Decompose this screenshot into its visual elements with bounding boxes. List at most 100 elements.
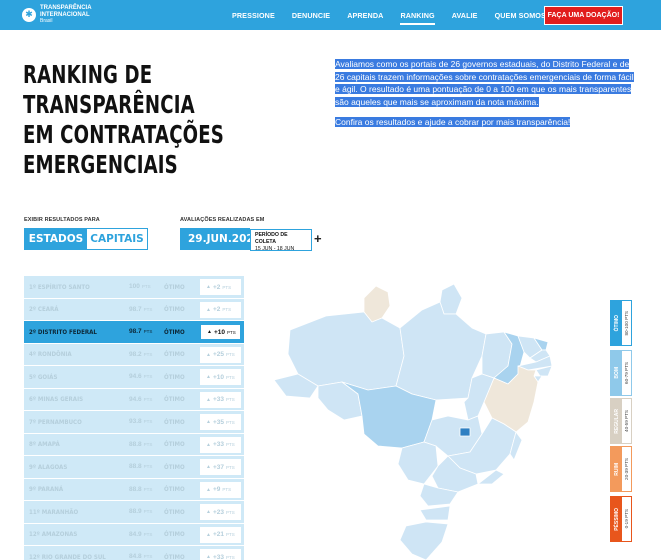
- state-name: 12º AMAZONAS: [29, 530, 78, 539]
- ranking-row[interactable]: 12º AMAZONAS 84.9 PTS ÓTIMO ▲ +21 PTS: [24, 524, 244, 546]
- ranking-row[interactable]: 12º RIO GRANDE DO SUL 84.8 PTS ÓTIMO ▲ +33 PTS: [24, 546, 244, 560]
- collection-period-box: PERÍODO DE COLETA 15 JUN - 18 JUN: [250, 229, 312, 252]
- nav-link-aprenda[interactable]: APRENDA: [347, 10, 384, 20]
- state-name: 5º GOIÁS: [29, 372, 58, 381]
- map-state-distrito-federal[interactable]: [459, 427, 471, 437]
- state-class: ÓTIMO: [164, 462, 185, 471]
- state-score: 88.8 PTS: [129, 463, 153, 471]
- state-class: ÓTIMO: [164, 372, 185, 381]
- ranking-row[interactable]: 9º ALAGOAS 88.8 PTS ÓTIMO ▲ +37 PTS: [24, 456, 244, 479]
- legend-color: REGULAR: [611, 399, 622, 443]
- legend-item[interactable]: PÉSSIMO 0-19 PTS: [610, 496, 632, 542]
- ranking-row[interactable]: 2º DISTRITO FEDERAL 98.7 PTS ÓTIMO ▲ +10 PTS: [24, 321, 244, 344]
- arrow-up-icon: ▲: [206, 374, 211, 380]
- map-state-parana[interactable]: [419, 483, 459, 507]
- arrow-up-icon: ▲: [206, 554, 211, 560]
- ranking-row[interactable]: 2º CEARÁ 98.7 PTS ÓTIMO ▲ +2 PTS: [24, 299, 244, 321]
- map-state-rio-grande-do-sul[interactable]: [399, 521, 449, 560]
- state-score: 94.6 PTS: [129, 373, 153, 381]
- ranking-row[interactable]: 7º PERNAMBUCO 93.8 PTS ÓTIMO ▲ +35 PTS: [24, 411, 244, 434]
- map-state-rio-de-janeiro[interactable]: [477, 469, 505, 485]
- state-name: 7º PERNAMBUCO: [29, 417, 82, 426]
- arrow-up-icon: ▲: [206, 419, 211, 425]
- state-name: 11º MARANHÃO: [29, 507, 79, 516]
- legend-item[interactable]: RUIM 20-39 PTS: [610, 446, 632, 492]
- ranking-row[interactable]: 6º MINAS GERAIS 94.6 PTS ÓTIMO ▲ +33 PTS: [24, 389, 244, 411]
- state-score: 88.9 PTS: [129, 508, 153, 516]
- legend-item[interactable]: REGULAR 40-59 PTS: [610, 398, 632, 444]
- legend-label: RUIM: [613, 462, 620, 476]
- ranking-list[interactable]: 1º ESPÍRITO SANTO 100 PTS ÓTIMO ▲ +2 PTS 2º CEA…: [24, 276, 244, 560]
- state-class: ÓTIMO: [164, 552, 185, 560]
- state-class: ÓTIMO: [164, 530, 185, 539]
- state-class: ÓTIMO: [164, 395, 185, 404]
- map-state-paraiba[interactable]: [529, 349, 551, 363]
- legend-label: PÉSSIMO: [613, 507, 620, 531]
- map-state-santa-catarina[interactable]: [419, 505, 451, 521]
- state-class: ÓTIMO: [164, 417, 185, 426]
- legend-color: BOM: [611, 351, 622, 395]
- map-state-espirito-santo[interactable]: [509, 431, 523, 461]
- score-change: ▲ +37 PTS: [200, 459, 241, 475]
- arrow-up-icon: ▲: [206, 531, 211, 538]
- state-name: 12º RIO GRANDE DO SUL: [29, 552, 106, 560]
- ranking-row[interactable]: 5º GOIÁS 94.6 PTS ÓTIMO ▲ +10 PTS: [24, 366, 244, 389]
- score-change: ▲ +2 PTS: [200, 279, 241, 295]
- state-class: ÓTIMO: [164, 485, 185, 494]
- donate-button[interactable]: FAÇA UMA DOAÇÃO!: [544, 6, 623, 25]
- nav-link-ranking[interactable]: RANKING: [400, 10, 435, 25]
- legend-item[interactable]: BOM 60-79 PTS: [610, 350, 632, 396]
- score-change: ▲ +10 PTS: [200, 324, 241, 340]
- legend-label: ÓTIMO: [613, 314, 620, 332]
- map-state-acre[interactable]: [273, 373, 319, 399]
- arrow-up-icon: ▲: [207, 329, 212, 335]
- state-name: 4º RONDÔNIA: [29, 350, 72, 359]
- toggle-capitais[interactable]: CAPITAIS: [87, 229, 147, 249]
- results-toggle: ESTADOS CAPITAIS: [24, 228, 148, 250]
- state-name: 9º PARANÁ: [29, 485, 64, 494]
- state-score: 98.7 PTS: [129, 328, 153, 336]
- toggle-estados[interactable]: ESTADOS: [25, 229, 87, 249]
- logo-line-3: Brasil: [40, 18, 53, 24]
- state-name: 6º MINAS GERAIS: [29, 395, 84, 404]
- legend-color: ÓTIMO: [611, 301, 622, 345]
- ranking-row[interactable]: 9º PARANÁ 88.8 PTS ÓTIMO ▲ +9 PTS: [24, 479, 244, 501]
- state-class: ÓTIMO: [164, 507, 185, 516]
- ranking-row[interactable]: 8º AMAPÁ 88.8 PTS ÓTIMO ▲ +33 PTS: [24, 434, 244, 456]
- map-state-amapa[interactable]: [439, 283, 463, 315]
- period-range: 15 JUN - 18 JUN: [255, 246, 295, 252]
- state-score: 94.6 PTS: [129, 395, 153, 403]
- arrow-up-icon: ▲: [206, 284, 211, 290]
- legend-range: 20-39 PTS: [624, 458, 629, 480]
- intro-call-to-action: Confira os resultados e ajude a cobrar p…: [335, 117, 571, 128]
- state-name: 2º DISTRITO FEDERAL: [29, 327, 97, 336]
- nav-link-avalie[interactable]: AVALIE: [451, 10, 478, 20]
- evaluations-label: AVALIAÇÕES REALIZADAS EM: [180, 217, 265, 223]
- show-results-label: EXIBIR RESULTADOS PARA: [24, 217, 100, 223]
- arrow-up-icon: ▲: [206, 486, 211, 493]
- page-title: RANKING DE TRANSPARÊNCIA EM CONTRATAÇÕES…: [23, 60, 224, 179]
- score-change: ▲ +25 PTS: [200, 346, 241, 363]
- state-score: 84.9 PTS: [129, 530, 153, 538]
- brazil-map[interactable]: [272, 270, 602, 560]
- evaluation-date-button[interactable]: 29.JUN.2020: [180, 228, 261, 250]
- logo-line-2: INTERNACIONAL: [40, 11, 90, 18]
- map-state-mato-grosso-do-sul[interactable]: [397, 441, 439, 485]
- ranking-row[interactable]: 1º ESPÍRITO SANTO 100 PTS ÓTIMO ▲ +2 PTS: [24, 276, 244, 299]
- nav-link-pressione[interactable]: PRESSIONE: [232, 10, 275, 20]
- legend-label: REGULAR: [613, 408, 620, 434]
- add-date-button[interactable]: +: [314, 231, 322, 246]
- map-state-alagoas[interactable]: [535, 365, 553, 377]
- nav-link-denuncie[interactable]: DENUNCIE: [291, 10, 331, 20]
- logo[interactable]: ✱ TRANSPARÊNCIA INTERNACIONAL Brasil: [22, 5, 92, 25]
- legend-color: PÉSSIMO: [611, 497, 622, 541]
- nav-link-quem-somos[interactable]: QUEM SOMOS: [494, 10, 546, 20]
- score-change: ▲ +2 PTS: [200, 301, 241, 318]
- state-score: 88.8 PTS: [129, 485, 153, 493]
- ranking-row[interactable]: 11º MARANHÃO 88.9 PTS ÓTIMO ▲ +23 PTS: [24, 501, 244, 524]
- state-name: 2º CEARÁ: [29, 305, 59, 314]
- arrow-up-icon: ▲: [206, 306, 211, 313]
- legend-item[interactable]: ÓTIMO 80-100 PTS: [610, 300, 632, 346]
- ranking-row[interactable]: 4º RONDÔNIA 98.2 PTS ÓTIMO ▲ +25 PTS: [24, 344, 244, 366]
- top-navbar: ✱ TRANSPARÊNCIA INTERNACIONAL Brasil PRE…: [0, 0, 661, 30]
